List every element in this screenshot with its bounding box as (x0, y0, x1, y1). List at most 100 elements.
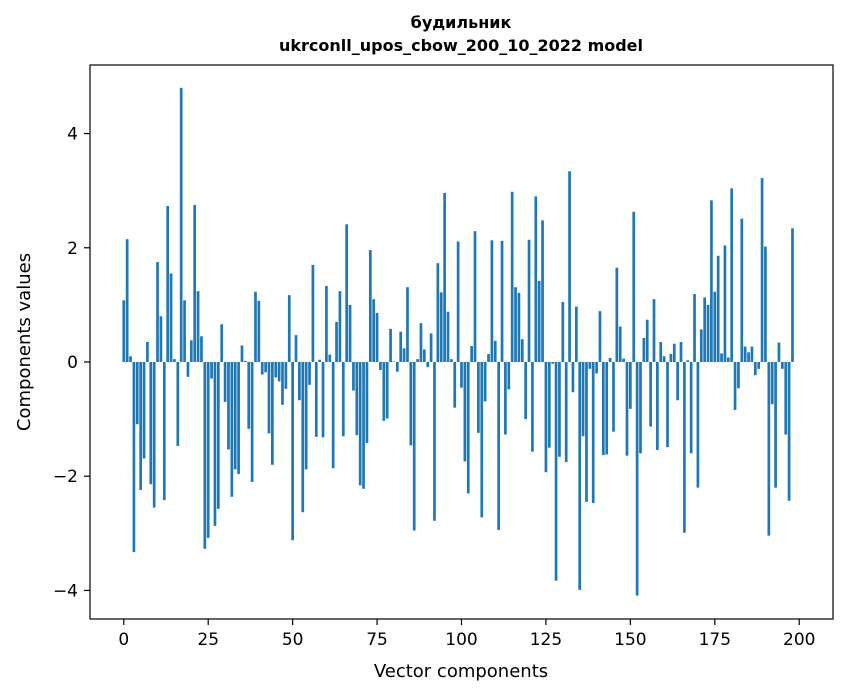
bar-155 (645, 319, 649, 362)
bar-108 (487, 353, 490, 362)
bar-29 (220, 324, 224, 362)
bar-4 (135, 361, 139, 425)
bar-176 (716, 255, 720, 362)
bar-153 (639, 361, 642, 454)
bar-151 (632, 211, 636, 362)
bar-20 (189, 340, 193, 362)
bar-38 (250, 361, 254, 482)
bar-190 (764, 246, 767, 362)
bar-32 (230, 361, 234, 497)
bar-79 (389, 328, 392, 362)
bar-132 (568, 171, 571, 362)
chart-title-line-2: ukrconll_upos_cbow_200_10_2022 model (279, 36, 643, 55)
bar-65 (341, 361, 345, 437)
bar-175 (713, 291, 717, 362)
bar-49 (287, 295, 291, 362)
y-tick-label: 4 (67, 125, 78, 145)
bar-128 (554, 361, 558, 581)
bar-113 (504, 361, 507, 435)
bar-21 (193, 204, 197, 362)
bar-68 (352, 361, 355, 391)
bar-54 (304, 361, 308, 470)
bar-23 (200, 336, 203, 362)
bar-53 (301, 361, 305, 513)
bar-71 (362, 361, 365, 489)
bar-116 (514, 287, 517, 362)
bar-104 (473, 231, 477, 362)
bar-50 (291, 361, 294, 541)
y-axis-label: Components values (14, 253, 35, 431)
bar-78 (385, 361, 389, 419)
bar-125 (544, 361, 548, 473)
bar-51 (294, 335, 298, 362)
bar-130 (561, 302, 565, 362)
bar-118 (520, 339, 524, 362)
bar-2 (129, 356, 132, 362)
bar-197 (787, 361, 791, 501)
bar-189 (760, 178, 764, 362)
bar-59 (321, 361, 325, 438)
bar-111 (497, 361, 500, 530)
bar-131 (564, 361, 568, 462)
bar-163 (672, 343, 676, 362)
bar-184 (743, 346, 747, 362)
bar-76 (379, 361, 382, 370)
bar-126 (547, 361, 551, 448)
bar-10 (156, 262, 159, 362)
bar-75 (375, 312, 379, 362)
bar-192 (770, 361, 774, 405)
bar-180 (730, 188, 734, 362)
bar-127 (551, 361, 555, 364)
bar-140 (595, 361, 598, 374)
bar-169 (693, 294, 696, 362)
bar-85 (409, 361, 413, 446)
bar-88 (419, 323, 423, 362)
bar-77 (382, 361, 386, 421)
bar-174 (710, 200, 713, 362)
bar-185 (747, 352, 750, 362)
bar-39 (254, 291, 257, 362)
bar-172 (703, 297, 707, 362)
bar-179 (726, 357, 730, 362)
bar-81 (395, 361, 399, 372)
bar-28 (216, 361, 220, 509)
bar-188 (757, 361, 761, 369)
bar-15 (173, 359, 176, 362)
bar-123 (537, 280, 541, 362)
x-tick-label: 125 (530, 630, 562, 650)
bar-133 (571, 361, 575, 393)
bar-72 (365, 361, 369, 444)
bar-45 (274, 361, 278, 378)
bar-134 (574, 306, 578, 362)
bar-94 (439, 292, 443, 362)
bar-121 (531, 361, 534, 452)
bar-161 (666, 361, 669, 448)
bar-60 (325, 286, 328, 362)
x-tick-label: 100 (445, 630, 477, 650)
bar-69 (355, 361, 359, 436)
bar-193 (774, 361, 777, 488)
bar-167 (686, 360, 690, 362)
bar-89 (423, 349, 426, 362)
bar-3 (132, 361, 136, 553)
bar-141 (598, 311, 602, 362)
bar-36 (244, 360, 247, 362)
bar-5 (139, 361, 143, 490)
bar-148 (622, 358, 625, 362)
plot-area-frame (89, 64, 834, 620)
bar-146 (615, 267, 619, 362)
bar-122 (534, 196, 538, 362)
bar-11 (159, 316, 163, 362)
bar-35 (240, 345, 244, 362)
bar-6 (142, 361, 146, 459)
bar-67 (348, 304, 352, 362)
bar-98 (453, 361, 457, 408)
bar-46 (277, 361, 281, 382)
bar-120 (527, 239, 531, 362)
bar-195 (780, 361, 784, 369)
bar-137 (585, 361, 588, 502)
bar-102 (466, 361, 470, 494)
bar-110 (493, 340, 497, 362)
bar-25 (206, 361, 210, 538)
